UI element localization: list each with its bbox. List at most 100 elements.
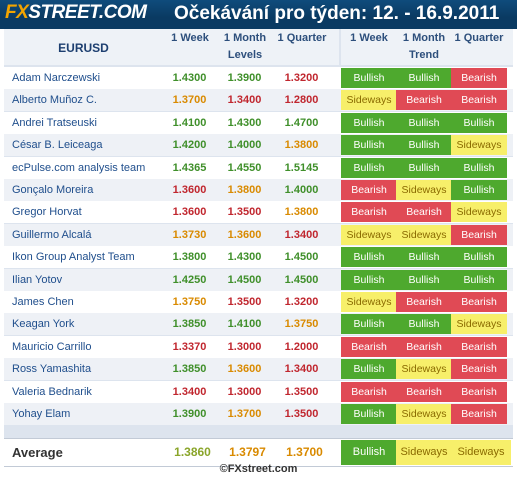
level-value: 1.3200 bbox=[284, 72, 319, 84]
level-value: 1.3730 bbox=[172, 228, 207, 241]
trend-badge-bullish: Bullish bbox=[396, 112, 452, 133]
analyst-name[interactable]: Valeria Bednarik bbox=[12, 385, 92, 398]
table-row: Mauricio Carrillo 1.3370 1.3000 1.2000 Beari… bbox=[4, 335, 513, 358]
level-value: 1.3800 bbox=[227, 184, 262, 196]
analyst-name[interactable]: Keagan York bbox=[12, 318, 75, 331]
levels-header-bg bbox=[163, 29, 339, 65]
trend-badge-sideways: Sideways bbox=[341, 224, 397, 245]
analyst-name[interactable]: Ross Yamashita bbox=[12, 363, 92, 376]
trend-badge-sideways: Sideways bbox=[396, 404, 452, 424]
level-value: 1.3800 bbox=[284, 206, 319, 219]
levels-period-header: 1 Week bbox=[171, 32, 209, 44]
trend-badge-bearish: Bearish bbox=[451, 68, 507, 88]
table-row: Valeria Bednarik 1.3400 1.3000 1.3500 Bearis… bbox=[4, 380, 513, 403]
trend-badge-bearish: Bearish bbox=[341, 336, 397, 357]
level-value: 1.4200 bbox=[172, 139, 207, 152]
level-value: 1.4300 bbox=[227, 116, 262, 129]
level-value: 1.3600 bbox=[227, 228, 262, 241]
average-level-value: 1.3860 bbox=[174, 445, 211, 459]
fxstreet-logo: FXSTREET.COM bbox=[5, 2, 147, 24]
logo-street: STREET bbox=[28, 2, 99, 23]
analyst-name[interactable]: Guillermo Alcalá bbox=[12, 228, 92, 241]
level-value: 1.4000 bbox=[284, 184, 319, 196]
table-row: Ross Yamashita 1.3850 1.3600 1.3400 Bullish S… bbox=[4, 358, 513, 381]
analyst-name[interactable]: Ikon Group Analyst Team bbox=[12, 251, 135, 264]
trend-badge-bearish: Bearish bbox=[451, 381, 507, 402]
trend-badge-bullish: Bullish bbox=[451, 180, 507, 200]
level-value: 1.3500 bbox=[284, 385, 319, 398]
table-row: ecPulse.com analysis team 1.4365 1.4550 1.5… bbox=[4, 156, 513, 179]
level-value: 1.4550 bbox=[227, 161, 262, 174]
average-trend-badge-bullish: Bullish bbox=[341, 440, 397, 465]
trend-badge-bearish: Bearish bbox=[396, 336, 452, 357]
trend-badge-sideways: Sideways bbox=[341, 292, 397, 312]
level-value: 1.3600 bbox=[172, 184, 207, 196]
symbol-label: EURUSD bbox=[58, 41, 109, 55]
average-label: Average bbox=[12, 445, 63, 460]
analyst-name[interactable]: César B. Leiceaga bbox=[12, 139, 103, 152]
level-value: 1.3370 bbox=[172, 340, 207, 353]
analyst-name[interactable]: Adam Narczewski bbox=[12, 72, 101, 84]
analyst-name[interactable]: Ilian Yotov bbox=[12, 273, 63, 286]
table-row: Ilian Yotov 1.4250 1.4500 1.4500 Bullish Bull… bbox=[4, 268, 513, 291]
level-value: 1.3700 bbox=[172, 94, 207, 107]
trend-period-header: 1 Week bbox=[350, 32, 388, 44]
analyst-name[interactable]: Mauricio Carrillo bbox=[12, 340, 92, 353]
average-level-value: 1.3700 bbox=[286, 445, 323, 459]
table-row: Andrei Tratseuski 1.4100 1.4300 1.4700 Bulli… bbox=[4, 111, 513, 134]
average-trend-badge-sideways: Sideways bbox=[451, 440, 511, 465]
level-value: 1.3000 bbox=[227, 340, 262, 353]
trend-badge-bullish: Bullish bbox=[451, 157, 507, 178]
trend-badge-sideways: Sideways bbox=[341, 90, 397, 111]
level-value: 1.3800 bbox=[172, 251, 207, 264]
level-value: 1.4500 bbox=[227, 273, 262, 286]
trend-badge-bullish: Bullish bbox=[341, 269, 397, 290]
copyright-footer: ©FXstreet.com bbox=[219, 463, 298, 475]
levels-period-header: 1 Quarter bbox=[277, 32, 327, 44]
level-value: 1.3900 bbox=[172, 408, 207, 420]
level-value: 1.3500 bbox=[284, 408, 319, 420]
trend-badge-sideways: Sideways bbox=[396, 180, 452, 200]
level-value: 1.4300 bbox=[227, 251, 262, 264]
level-value: 1.3500 bbox=[227, 206, 262, 219]
analyst-name[interactable]: Andrei Tratseuski bbox=[12, 116, 97, 129]
level-value: 1.3600 bbox=[172, 206, 207, 219]
trend-badge-bullish: Bullish bbox=[396, 247, 452, 268]
average-trend-badge-sideways: Sideways bbox=[396, 440, 452, 465]
trend-badge-bullish: Bullish bbox=[341, 314, 397, 335]
analyst-name[interactable]: Alberto Muñoz C. bbox=[12, 94, 97, 107]
trend-badge-bearish: Bearish bbox=[396, 202, 452, 223]
level-value: 1.4000 bbox=[227, 139, 262, 152]
table-row: Gregor Horvat 1.3600 1.3500 1.3800 Bearish Be… bbox=[4, 201, 513, 224]
trend-badge-bearish: Bearish bbox=[341, 202, 397, 223]
trend-badge-bullish: Bullish bbox=[396, 68, 452, 88]
levels-period-header: 1 Month bbox=[223, 32, 267, 44]
level-value: 1.3400 bbox=[284, 363, 319, 376]
trend-badge-bearish: Bearish bbox=[451, 404, 507, 424]
analyst-name[interactable]: ecPulse.com analysis team bbox=[12, 161, 146, 174]
logo-com: .COM bbox=[98, 2, 147, 23]
analyst-name[interactable]: Gregor Horvat bbox=[12, 206, 82, 219]
level-value: 1.3750 bbox=[284, 318, 319, 331]
trend-badge-bullish: Bullish bbox=[341, 68, 397, 88]
analyst-name[interactable]: James Chen bbox=[12, 296, 74, 308]
level-value: 1.3400 bbox=[284, 228, 319, 241]
level-value: 1.4100 bbox=[227, 318, 262, 331]
level-value: 1.3850 bbox=[172, 363, 207, 376]
trend-group-header: Trend bbox=[409, 49, 439, 61]
analyst-name[interactable]: Gonçalo Moreira bbox=[12, 184, 94, 196]
table-row: César B. Leiceaga 1.4200 1.4000 1.3800 Bulli… bbox=[4, 134, 513, 157]
average-row: Average 1.3860 1.3797 1.3700 Bullish Sideway… bbox=[4, 438, 513, 467]
level-value: 1.3000 bbox=[227, 385, 262, 398]
trend-badge-bearish: Bearish bbox=[396, 292, 452, 312]
level-value: 1.4300 bbox=[172, 72, 207, 84]
trend-badge-bullish: Bullish bbox=[396, 269, 452, 290]
level-value: 1.3400 bbox=[227, 94, 262, 107]
level-value: 1.3700 bbox=[227, 408, 262, 420]
table-row: Adam Narczewski 1.4300 1.3900 1.3200 Bullish… bbox=[4, 67, 513, 89]
level-value: 1.3800 bbox=[284, 139, 319, 152]
level-value: 1.4100 bbox=[172, 116, 207, 129]
trend-badge-bullish: Bullish bbox=[341, 247, 397, 268]
level-value: 1.4500 bbox=[284, 251, 319, 264]
analyst-name[interactable]: Yohay Elam bbox=[12, 408, 71, 420]
